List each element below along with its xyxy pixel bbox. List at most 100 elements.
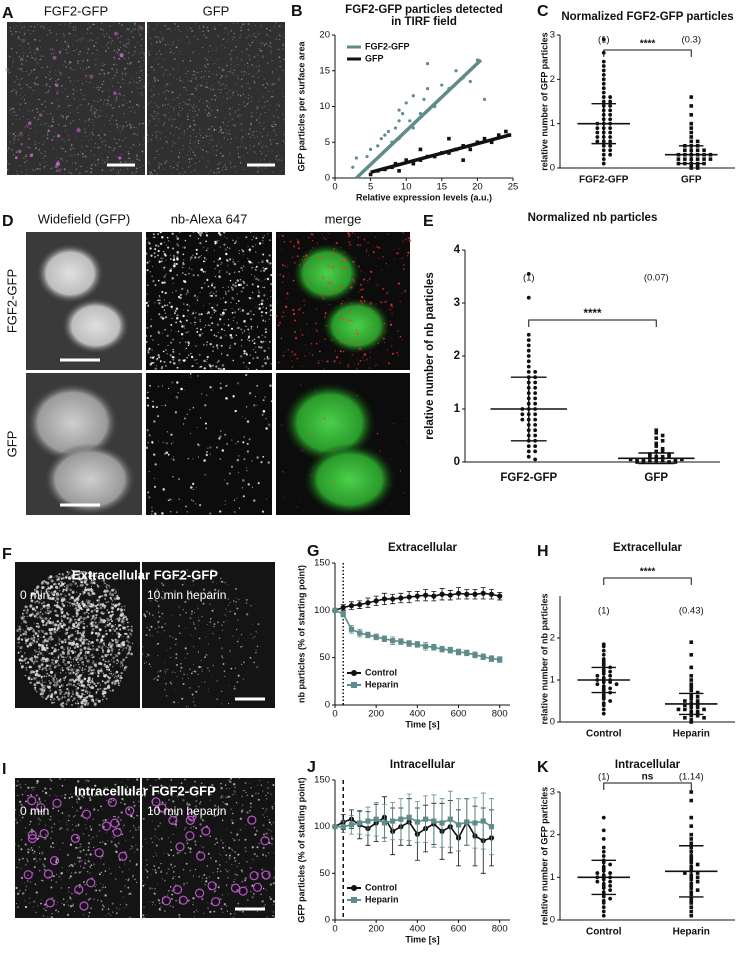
speckle (219, 82, 220, 83)
speckle (163, 351, 165, 353)
speckle (120, 47, 121, 48)
speckle (36, 860, 38, 862)
speckle (188, 345, 189, 346)
speckle (248, 133, 250, 135)
speckle (178, 29, 179, 30)
speckle (329, 466, 330, 467)
speckle (190, 259, 191, 260)
speckle (139, 159, 141, 161)
speckle (202, 149, 204, 151)
speckle (99, 116, 100, 117)
speckle (248, 73, 249, 74)
speckle (327, 360, 329, 362)
speckle (139, 123, 141, 125)
speckle (260, 346, 263, 349)
speckle (89, 692, 91, 694)
speckle (254, 636, 255, 637)
speckle (18, 36, 19, 37)
speckle (284, 134, 286, 136)
speckle (119, 90, 120, 91)
speckle (93, 602, 94, 603)
speckle (224, 27, 225, 28)
speckle (36, 617, 38, 619)
speckle (151, 66, 153, 68)
speckle (96, 87, 97, 88)
speckle (198, 238, 199, 239)
speckle (113, 168, 115, 170)
speckle (217, 362, 218, 363)
speckle (108, 90, 110, 92)
speckle (206, 100, 208, 102)
speckle (10, 150, 11, 151)
speckle (157, 358, 158, 359)
speckle (200, 329, 202, 331)
speckle (276, 373, 277, 374)
speckle (267, 135, 269, 137)
speckle (16, 119, 17, 120)
speckle (179, 103, 180, 104)
speckle (143, 86, 144, 87)
speckle (30, 87, 32, 89)
speckle (17, 84, 18, 85)
speckle (115, 654, 118, 657)
speckle (150, 357, 152, 359)
speckle (60, 678, 61, 679)
speckle (358, 363, 359, 364)
speckle (229, 247, 231, 249)
speckle (348, 234, 350, 236)
speckle (23, 610, 25, 612)
speckle (83, 664, 84, 665)
speckle (54, 623, 57, 626)
speckle (202, 271, 204, 273)
speckle (262, 511, 264, 513)
speckle (226, 443, 228, 445)
speckle (143, 139, 144, 140)
speckle (19, 56, 20, 57)
speckle (125, 121, 127, 123)
speckle (102, 809, 103, 810)
speckle (200, 366, 202, 368)
speckle (384, 301, 386, 303)
speckle (213, 63, 214, 64)
speckle (90, 166, 91, 167)
speckle (150, 635, 151, 636)
speckle (236, 91, 237, 92)
speckle (222, 68, 223, 69)
speckle (27, 126, 29, 128)
speckle (187, 113, 188, 114)
speckle (31, 657, 33, 659)
speckle (258, 167, 260, 169)
speckle (120, 680, 122, 682)
speckle (35, 147, 37, 149)
speckle (68, 621, 71, 624)
speckle (77, 682, 80, 685)
speckle (65, 130, 66, 131)
speckle (360, 300, 362, 302)
speckle (393, 249, 394, 250)
speckle (231, 59, 232, 60)
speckle (376, 335, 377, 336)
speckle (247, 443, 249, 445)
speckle (255, 650, 256, 651)
speckle (191, 314, 192, 315)
speckle (251, 605, 252, 606)
speckle (201, 660, 202, 661)
speckle (102, 163, 103, 164)
speckle (156, 135, 157, 136)
speckle (139, 25, 141, 27)
speckle (65, 641, 67, 643)
speckle (136, 73, 137, 74)
speckle (177, 314, 179, 316)
speckle (101, 655, 103, 657)
speckle (212, 610, 214, 612)
speckle (76, 130, 77, 131)
speckle (129, 120, 130, 121)
speckle (148, 125, 149, 126)
speckle (163, 75, 164, 76)
speckle (79, 638, 81, 640)
speckle (17, 115, 18, 116)
speckle (55, 600, 56, 601)
speckle (180, 388, 183, 391)
speckle (154, 356, 155, 357)
speckle (222, 132, 224, 134)
